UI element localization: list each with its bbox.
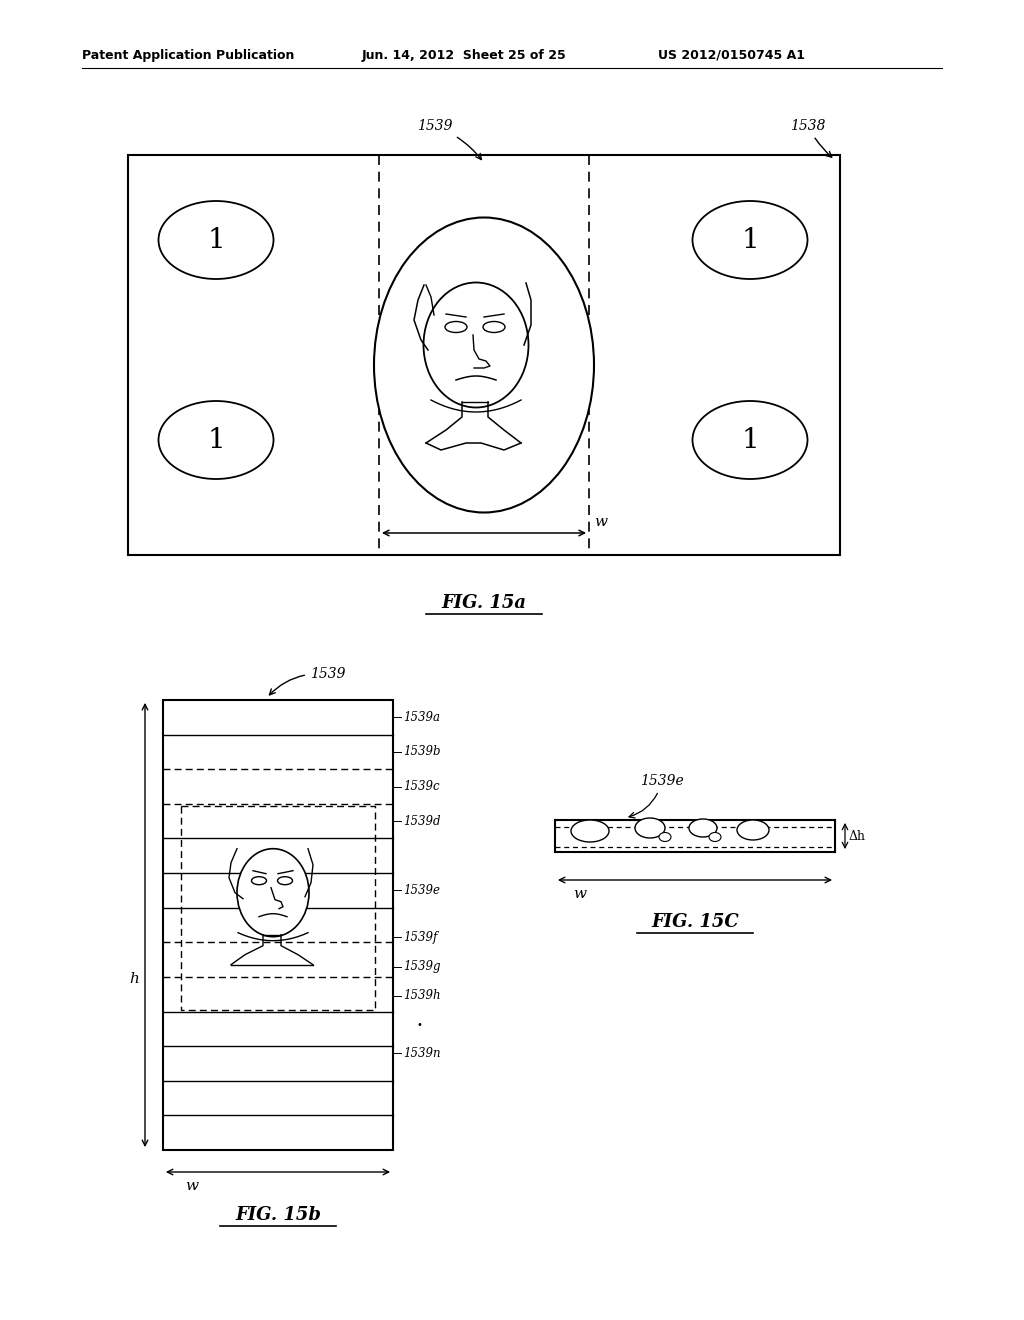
Ellipse shape	[483, 322, 505, 333]
Text: 1539g: 1539g	[403, 960, 440, 973]
Text: 1: 1	[207, 426, 225, 454]
Text: 1: 1	[207, 227, 225, 253]
Ellipse shape	[374, 218, 594, 512]
Ellipse shape	[424, 282, 528, 408]
Text: w: w	[185, 1179, 198, 1193]
Text: 1539: 1539	[417, 119, 481, 160]
Text: 1539f: 1539f	[403, 931, 437, 944]
Text: US 2012/0150745 A1: US 2012/0150745 A1	[658, 49, 805, 62]
Text: 1539e: 1539e	[403, 884, 440, 896]
Bar	[128, 154, 840, 554]
Ellipse shape	[252, 876, 266, 884]
Text: FIG. 15C: FIG. 15C	[651, 913, 739, 931]
Text: h: h	[129, 972, 139, 986]
Text: 1539b: 1539b	[403, 746, 440, 759]
Ellipse shape	[659, 833, 671, 842]
Text: 1: 1	[741, 426, 759, 454]
Ellipse shape	[159, 201, 273, 279]
Ellipse shape	[159, 401, 273, 479]
Ellipse shape	[692, 401, 808, 479]
Text: 1539d: 1539d	[403, 814, 440, 828]
Text: 1539e: 1539e	[629, 774, 684, 818]
Text: FIG. 15b: FIG. 15b	[234, 1206, 321, 1224]
Text: w: w	[594, 515, 607, 529]
Text: 1: 1	[741, 227, 759, 253]
Ellipse shape	[571, 820, 609, 842]
Text: 1539h: 1539h	[403, 990, 440, 1002]
Text: 1539a: 1539a	[403, 710, 440, 723]
Text: •: •	[416, 1020, 422, 1031]
Bar	[163, 700, 393, 1150]
Ellipse shape	[709, 833, 721, 842]
Text: w: w	[573, 887, 586, 902]
Text: Δh: Δh	[849, 829, 866, 842]
Bar	[181, 805, 375, 1010]
Text: 1538: 1538	[790, 119, 831, 157]
Text: 1539: 1539	[269, 667, 345, 694]
Text: Jun. 14, 2012  Sheet 25 of 25: Jun. 14, 2012 Sheet 25 of 25	[362, 49, 566, 62]
Ellipse shape	[278, 876, 293, 884]
Ellipse shape	[445, 322, 467, 333]
Text: 1539c: 1539c	[403, 780, 439, 793]
Ellipse shape	[692, 201, 808, 279]
Text: 1539n: 1539n	[403, 1047, 440, 1060]
Ellipse shape	[635, 818, 665, 838]
Ellipse shape	[737, 820, 769, 840]
Ellipse shape	[689, 818, 717, 837]
Ellipse shape	[237, 849, 309, 937]
Text: Patent Application Publication: Patent Application Publication	[82, 49, 294, 62]
Text: FIG. 15a: FIG. 15a	[441, 594, 526, 612]
